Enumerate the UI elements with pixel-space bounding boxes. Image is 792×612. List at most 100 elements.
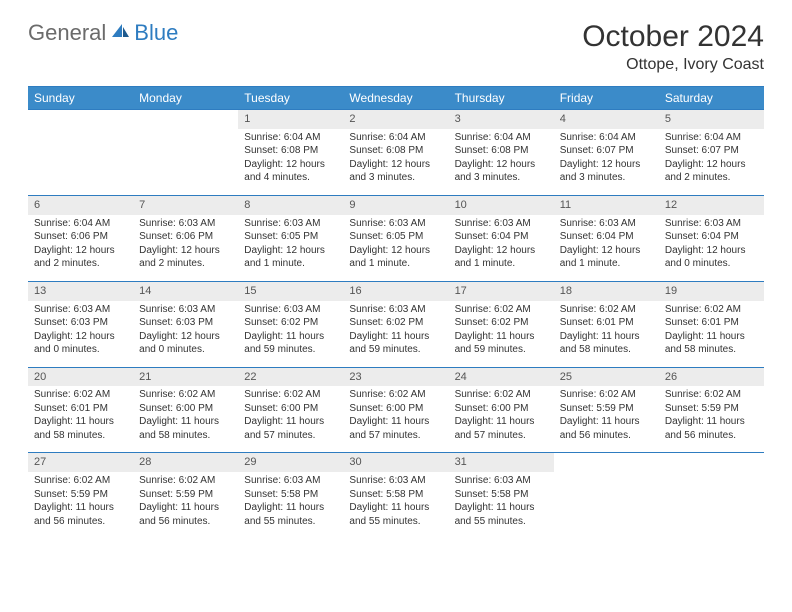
day-number-cell: 22 [238, 367, 343, 386]
sunrise-text: Sunrise: 6:03 AM [139, 217, 232, 231]
day-number-cell [554, 453, 659, 472]
daylight-text: Daylight: 12 hours and 0 minutes. [139, 330, 232, 357]
day-number-cell: 18 [554, 281, 659, 300]
day-number-cell: 9 [343, 195, 448, 214]
day-number-cell: 28 [133, 453, 238, 472]
info-row: Sunrise: 6:04 AMSunset: 6:06 PMDaylight:… [28, 215, 764, 282]
daylight-text: Daylight: 11 hours and 57 minutes. [455, 415, 548, 442]
day-number-cell: 20 [28, 367, 133, 386]
daylight-text: Daylight: 11 hours and 55 minutes. [349, 501, 442, 528]
day-number-cell [659, 453, 764, 472]
sunrise-text: Sunrise: 6:03 AM [455, 217, 548, 231]
day-info-cell [554, 472, 659, 538]
weekday-header: Saturday [659, 87, 764, 110]
day-number-cell: 4 [554, 110, 659, 129]
day-info-cell: Sunrise: 6:03 AMSunset: 6:04 PMDaylight:… [659, 215, 764, 282]
day-info-cell: Sunrise: 6:03 AMSunset: 6:06 PMDaylight:… [133, 215, 238, 282]
day-info-cell: Sunrise: 6:03 AMSunset: 5:58 PMDaylight:… [449, 472, 554, 538]
sunset-text: Sunset: 6:07 PM [560, 144, 653, 158]
day-number-cell: 30 [343, 453, 448, 472]
day-number-cell: 16 [343, 281, 448, 300]
day-info-cell: Sunrise: 6:03 AMSunset: 6:03 PMDaylight:… [28, 301, 133, 368]
day-info-cell: Sunrise: 6:02 AMSunset: 6:01 PMDaylight:… [28, 386, 133, 453]
daylight-text: Daylight: 11 hours and 59 minutes. [349, 330, 442, 357]
day-info-cell: Sunrise: 6:03 AMSunset: 5:58 PMDaylight:… [238, 472, 343, 538]
sunset-text: Sunset: 5:59 PM [139, 488, 232, 502]
sunset-text: Sunset: 6:03 PM [139, 316, 232, 330]
weekday-header: Sunday [28, 87, 133, 110]
sunset-text: Sunset: 6:05 PM [349, 230, 442, 244]
day-number-cell: 8 [238, 195, 343, 214]
sunset-text: Sunset: 6:04 PM [560, 230, 653, 244]
day-info-cell: Sunrise: 6:02 AMSunset: 6:01 PMDaylight:… [554, 301, 659, 368]
sunrise-text: Sunrise: 6:02 AM [139, 474, 232, 488]
day-info-cell: Sunrise: 6:03 AMSunset: 6:04 PMDaylight:… [449, 215, 554, 282]
sunrise-text: Sunrise: 6:02 AM [455, 303, 548, 317]
sunrise-text: Sunrise: 6:04 AM [349, 131, 442, 145]
sunrise-text: Sunrise: 6:04 AM [560, 131, 653, 145]
day-number-cell: 3 [449, 110, 554, 129]
sunset-text: Sunset: 6:02 PM [455, 316, 548, 330]
daylight-text: Daylight: 11 hours and 56 minutes. [139, 501, 232, 528]
sunset-text: Sunset: 6:01 PM [665, 316, 758, 330]
logo-text-blue: Blue [134, 20, 178, 46]
day-info-cell [659, 472, 764, 538]
daylight-text: Daylight: 12 hours and 0 minutes. [665, 244, 758, 271]
day-number-cell: 13 [28, 281, 133, 300]
day-number-cell: 11 [554, 195, 659, 214]
sunset-text: Sunset: 6:08 PM [244, 144, 337, 158]
day-number-cell [133, 110, 238, 129]
sunset-text: Sunset: 5:59 PM [560, 402, 653, 416]
sunrise-text: Sunrise: 6:03 AM [349, 474, 442, 488]
day-number-cell: 1 [238, 110, 343, 129]
sunset-text: Sunset: 6:06 PM [34, 230, 127, 244]
day-number-cell [28, 110, 133, 129]
sunset-text: Sunset: 6:01 PM [560, 316, 653, 330]
day-info-cell: Sunrise: 6:02 AMSunset: 5:59 PMDaylight:… [554, 386, 659, 453]
sunrise-text: Sunrise: 6:03 AM [665, 217, 758, 231]
day-number-cell: 12 [659, 195, 764, 214]
day-number-cell: 26 [659, 367, 764, 386]
sunrise-text: Sunrise: 6:02 AM [455, 388, 548, 402]
sunset-text: Sunset: 5:58 PM [244, 488, 337, 502]
sunrise-text: Sunrise: 6:04 AM [665, 131, 758, 145]
sunrise-text: Sunrise: 6:04 AM [244, 131, 337, 145]
day-number-cell: 29 [238, 453, 343, 472]
day-info-cell: Sunrise: 6:03 AMSunset: 6:05 PMDaylight:… [343, 215, 448, 282]
day-info-cell: Sunrise: 6:04 AMSunset: 6:07 PMDaylight:… [659, 129, 764, 196]
day-number-cell: 25 [554, 367, 659, 386]
day-info-cell: Sunrise: 6:04 AMSunset: 6:06 PMDaylight:… [28, 215, 133, 282]
info-row: Sunrise: 6:02 AMSunset: 6:01 PMDaylight:… [28, 386, 764, 453]
day-info-cell: Sunrise: 6:02 AMSunset: 6:00 PMDaylight:… [133, 386, 238, 453]
calendar-table: Sunday Monday Tuesday Wednesday Thursday… [28, 86, 764, 538]
daylight-text: Daylight: 11 hours and 57 minutes. [244, 415, 337, 442]
sunset-text: Sunset: 6:08 PM [349, 144, 442, 158]
info-row: Sunrise: 6:04 AMSunset: 6:08 PMDaylight:… [28, 129, 764, 196]
day-number-cell: 5 [659, 110, 764, 129]
sunset-text: Sunset: 6:00 PM [244, 402, 337, 416]
day-info-cell: Sunrise: 6:04 AMSunset: 6:08 PMDaylight:… [449, 129, 554, 196]
daynum-row: 2728293031 [28, 453, 764, 472]
daylight-text: Daylight: 12 hours and 2 minutes. [34, 244, 127, 271]
day-number-cell: 24 [449, 367, 554, 386]
calendar-body: 12345Sunrise: 6:04 AMSunset: 6:08 PMDayl… [28, 110, 764, 539]
daynum-row: 13141516171819 [28, 281, 764, 300]
sunrise-text: Sunrise: 6:03 AM [560, 217, 653, 231]
day-info-cell: Sunrise: 6:04 AMSunset: 6:08 PMDaylight:… [343, 129, 448, 196]
day-number-cell: 17 [449, 281, 554, 300]
day-number-cell: 2 [343, 110, 448, 129]
day-info-cell: Sunrise: 6:02 AMSunset: 6:00 PMDaylight:… [238, 386, 343, 453]
daylight-text: Daylight: 11 hours and 55 minutes. [244, 501, 337, 528]
sunrise-text: Sunrise: 6:02 AM [560, 303, 653, 317]
sunrise-text: Sunrise: 6:03 AM [244, 303, 337, 317]
daynum-row: 12345 [28, 110, 764, 129]
sunrise-text: Sunrise: 6:03 AM [139, 303, 232, 317]
sunset-text: Sunset: 6:03 PM [34, 316, 127, 330]
sunset-text: Sunset: 6:02 PM [244, 316, 337, 330]
sunrise-text: Sunrise: 6:02 AM [139, 388, 232, 402]
daylight-text: Daylight: 12 hours and 0 minutes. [34, 330, 127, 357]
location-label: Ottope, Ivory Coast [582, 56, 764, 74]
day-number-cell: 14 [133, 281, 238, 300]
title-block: October 2024 Ottope, Ivory Coast [582, 20, 764, 74]
sunrise-text: Sunrise: 6:02 AM [244, 388, 337, 402]
